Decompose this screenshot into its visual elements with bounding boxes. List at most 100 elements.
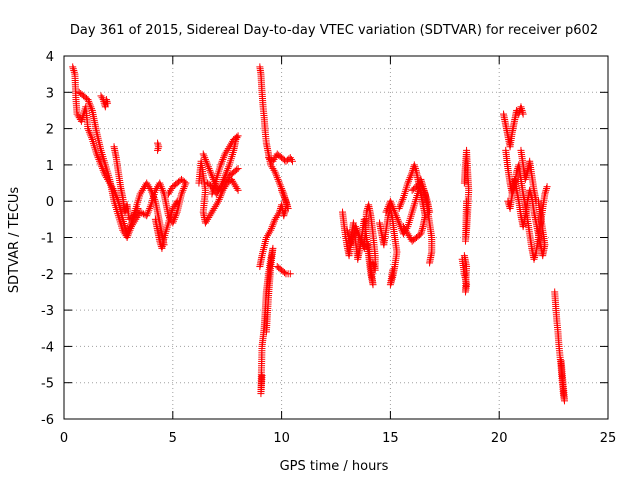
data-point xyxy=(200,152,208,160)
data-point xyxy=(222,170,230,178)
data-point xyxy=(542,186,550,194)
data-point xyxy=(267,224,275,232)
data-point xyxy=(370,263,378,271)
data-point xyxy=(139,184,147,192)
data-point xyxy=(103,97,111,105)
data-point xyxy=(287,155,295,163)
data-point xyxy=(282,204,290,212)
data-point xyxy=(206,166,214,174)
data-point xyxy=(418,179,426,187)
data-point xyxy=(217,159,225,167)
data-point xyxy=(156,181,164,189)
data-point xyxy=(405,232,413,240)
data-point xyxy=(143,212,151,220)
data-series-sdtvar xyxy=(69,63,568,405)
data-point xyxy=(129,221,137,229)
data-point xyxy=(125,230,133,238)
y-tick-label: 4 xyxy=(46,50,54,65)
data-point xyxy=(268,163,276,171)
y-tick-label: -2 xyxy=(41,268,54,283)
data-point xyxy=(143,179,151,187)
data-point xyxy=(233,184,241,192)
data-point xyxy=(418,224,426,232)
data-point xyxy=(402,226,410,234)
data-point xyxy=(426,259,434,267)
data-point xyxy=(221,150,229,158)
data-point xyxy=(521,175,529,183)
data-point xyxy=(146,184,154,192)
y-tick-label: -4 xyxy=(41,340,54,355)
data-point xyxy=(276,181,284,189)
data-point xyxy=(417,175,425,183)
data-point xyxy=(407,172,415,180)
data-point xyxy=(282,199,290,207)
data-point xyxy=(220,174,228,182)
data-point xyxy=(217,183,225,191)
data-point xyxy=(394,217,402,225)
data-point xyxy=(413,183,421,191)
data-point xyxy=(145,183,153,191)
data-point xyxy=(398,197,406,205)
data-point xyxy=(530,255,538,263)
data-point xyxy=(138,209,146,217)
data-point xyxy=(405,175,413,183)
data-point xyxy=(159,186,167,194)
data-point xyxy=(352,223,360,231)
data-point xyxy=(268,223,276,231)
data-point xyxy=(225,163,233,171)
data-point xyxy=(406,234,414,241)
data-point xyxy=(371,266,379,274)
data-point xyxy=(357,237,365,245)
data-point xyxy=(226,141,234,149)
data-point xyxy=(133,206,141,214)
data-point xyxy=(277,183,285,191)
data-point xyxy=(281,208,289,216)
data-point xyxy=(460,252,468,260)
data-point xyxy=(126,226,134,234)
data-point xyxy=(274,175,282,183)
data-point xyxy=(395,204,403,212)
data-point xyxy=(166,188,174,196)
data-point xyxy=(557,357,565,365)
data-point xyxy=(157,183,165,191)
data-point xyxy=(411,165,419,173)
data-point xyxy=(404,230,412,238)
data-point xyxy=(280,210,288,218)
data-point xyxy=(405,177,413,185)
data-point xyxy=(127,223,135,231)
data-point xyxy=(222,148,230,156)
data-point xyxy=(281,194,289,202)
data-point xyxy=(205,214,213,222)
data-point xyxy=(154,146,162,154)
data-point xyxy=(389,266,397,274)
y-tick-label: 1 xyxy=(46,159,54,174)
data-point xyxy=(354,228,362,236)
data-point xyxy=(131,217,139,225)
data-point xyxy=(145,206,153,214)
data-point xyxy=(272,214,280,222)
data-point xyxy=(369,259,377,267)
data-point xyxy=(224,145,232,153)
data-point xyxy=(220,175,228,183)
x-tick-label: 25 xyxy=(600,431,617,446)
data-point xyxy=(270,166,278,174)
data-point xyxy=(269,165,277,173)
data-point xyxy=(208,208,216,216)
x-tick-label: 0 xyxy=(60,431,68,446)
data-point xyxy=(214,186,222,194)
data-point xyxy=(173,197,181,205)
data-point xyxy=(208,172,216,180)
data-point xyxy=(104,99,112,107)
data-point xyxy=(131,210,139,218)
data-point xyxy=(216,184,224,192)
data-point xyxy=(214,197,222,205)
data-point xyxy=(271,168,279,176)
data-point xyxy=(169,183,177,191)
data-point xyxy=(397,201,405,209)
data-point xyxy=(518,106,526,114)
axis-ticks xyxy=(63,55,609,420)
y-tick-label: -3 xyxy=(41,304,54,319)
data-point xyxy=(278,186,286,194)
data-point xyxy=(222,168,230,176)
data-point xyxy=(179,186,187,194)
